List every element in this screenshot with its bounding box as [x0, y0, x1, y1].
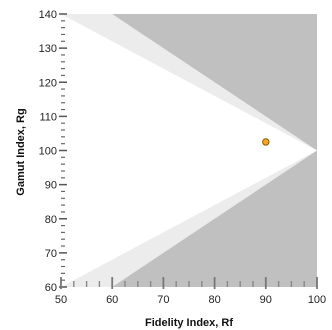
x-minor-ticks	[73, 281, 305, 287]
x-axis-ticks: 50 60 70 80 90 100	[55, 277, 326, 306]
data-points	[262, 138, 270, 146]
x-tick-label: 50	[55, 294, 67, 306]
x-tick-label: 100	[308, 294, 326, 306]
x-tick-label: 90	[260, 294, 272, 306]
y-tick-label: 70	[45, 248, 57, 260]
y-tick-label: 80	[45, 214, 57, 226]
y-tick-label: 90	[45, 180, 57, 192]
inner-region	[61, 14, 317, 287]
y-tick-label: 60	[45, 282, 57, 294]
x-tick-label: 70	[157, 294, 169, 306]
x-tick-label: 80	[208, 294, 220, 306]
y-tick-label: 140	[39, 9, 57, 21]
plot-area	[61, 14, 317, 287]
y-tick-label: 110	[39, 111, 57, 123]
y-axis-label: Gamut Index, Rg	[15, 108, 27, 195]
y-tick-label: 130	[39, 43, 57, 55]
data-point	[262, 138, 270, 146]
x-tick-label: 60	[106, 294, 118, 306]
y-tick-label: 100	[39, 146, 57, 158]
y-tick-label: 120	[39, 77, 57, 89]
x-axis-label: Fidelity Index, Rf	[145, 317, 233, 329]
